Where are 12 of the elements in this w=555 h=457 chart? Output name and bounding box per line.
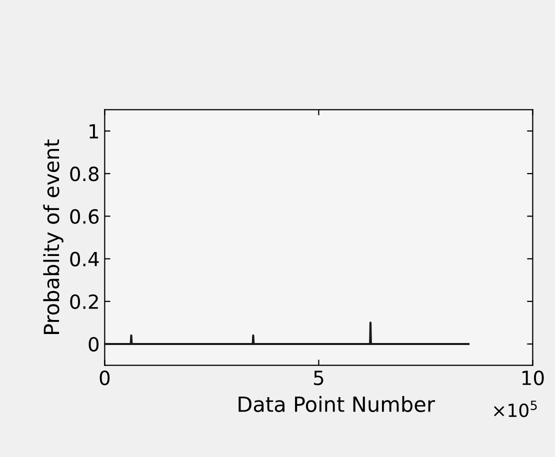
text: ×10$^{5}$ (494, 400, 537, 418)
y-tick-label: 0.2 (70, 294, 98, 310)
y-tick-label: 0.4 (70, 252, 99, 266)
y-axis-title: Probablity of event (43, 140, 64, 334)
x-tick-label: 5 (314, 370, 324, 386)
x-axis-title: Data Point Number (238, 396, 436, 412)
x-tick-label: 0 (100, 370, 110, 386)
y-tick-label: 1 (90, 124, 98, 138)
x-tick-label: 10 (522, 370, 544, 386)
y-tick-label: 0 (88, 336, 99, 352)
y-tick-label: 0.8 (70, 166, 99, 182)
y-tick-label: 0.6 (70, 209, 99, 224)
